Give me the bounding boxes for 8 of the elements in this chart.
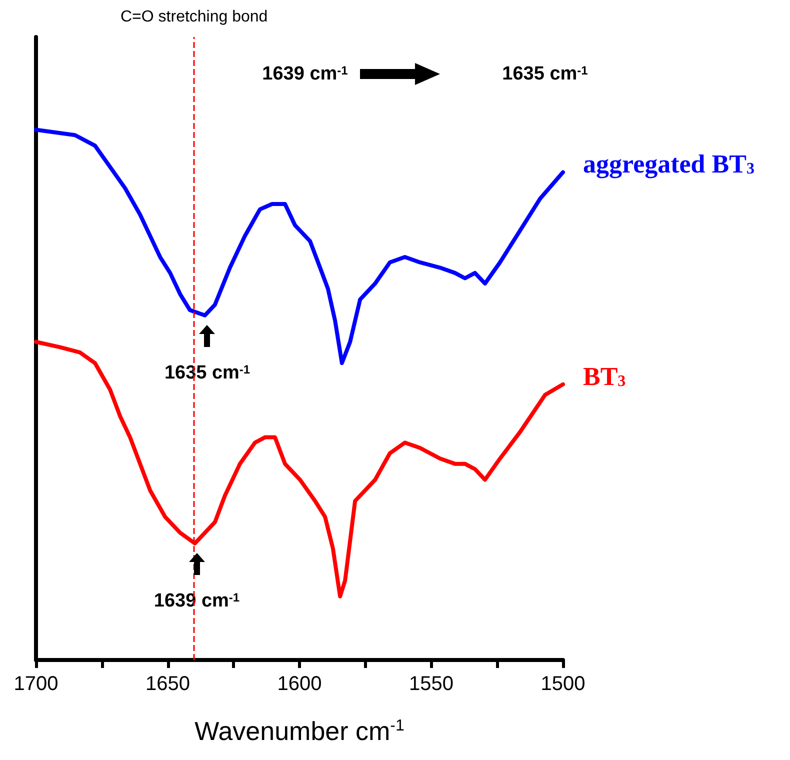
series-label: aggregated BT3 bbox=[583, 150, 754, 179]
x-tick-label: 1550 bbox=[409, 673, 454, 695]
x-tick-label: 1600 bbox=[277, 673, 322, 695]
x-tick-label: 1700 bbox=[14, 673, 58, 695]
x-tick-label: 1650 bbox=[146, 673, 190, 695]
ref-line-label: C=O stretching bond bbox=[120, 8, 268, 26]
x-tick-label: 1500 bbox=[540, 673, 586, 695]
series-label: BT3 bbox=[583, 362, 626, 391]
